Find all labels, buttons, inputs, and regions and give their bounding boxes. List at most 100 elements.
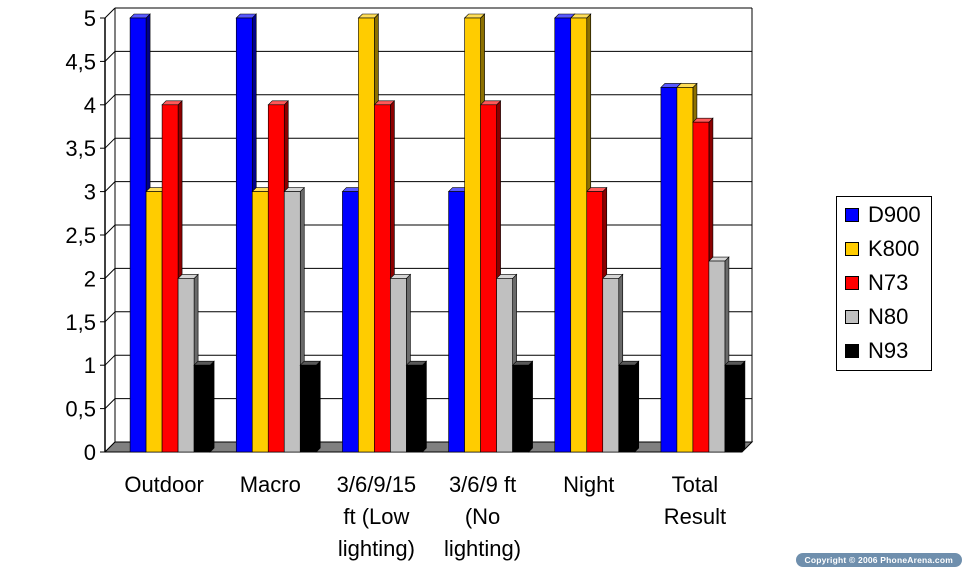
legend-swatch-n73: [845, 276, 859, 290]
gridline-depth: [104, 51, 116, 62]
bar-n93-0: [193, 360, 215, 453]
legend-item-n93: N93: [845, 339, 908, 363]
bar-top: [129, 13, 151, 19]
bar-n93-5: [724, 360, 746, 453]
bar-side: [209, 360, 215, 453]
y-tick-label: 5: [84, 6, 96, 31]
bar-front: [390, 278, 407, 453]
bar-n93-4: [618, 360, 640, 453]
bar-front: [299, 364, 317, 453]
bar-front: [692, 121, 710, 453]
x-tick-label: (No: [465, 504, 500, 529]
bar-front: [161, 104, 179, 453]
gridline-depth: [104, 7, 116, 19]
bar-n93-1: [299, 360, 321, 453]
legend-item-n80: N80: [845, 305, 908, 329]
bar-k800-4: [570, 13, 592, 453]
legend-swatch-d900: [845, 208, 859, 222]
x-tick-label: 3/6/9 ft: [449, 472, 516, 497]
bar-top: [283, 187, 305, 192]
bar-top: [161, 100, 183, 106]
y-tick-label: 0,5: [65, 397, 96, 422]
bar-top: [479, 100, 502, 106]
bar-front: [267, 104, 285, 453]
bar-top: [692, 117, 714, 123]
x-tick-label: Macro: [240, 472, 301, 497]
bar-front: [283, 191, 301, 453]
copyright-badge: Copyright © 2006 PhoneArena.com: [795, 553, 962, 567]
x-tick-label: ft (Low: [343, 504, 409, 529]
gridline-depth: [104, 224, 116, 236]
bar-top: [618, 360, 640, 366]
gridline-depth: [104, 398, 116, 409]
bar-front: [251, 191, 269, 453]
bar-front: [570, 17, 588, 453]
bar-front: [586, 191, 604, 453]
bar-front: [177, 278, 195, 453]
bar-top: [357, 13, 380, 19]
bar-side: [528, 360, 533, 453]
bar-front: [342, 191, 359, 453]
bar-front: [406, 364, 423, 453]
bar-front: [554, 17, 572, 453]
legend-swatch-n93: [845, 344, 859, 358]
bar-front: [618, 364, 636, 453]
y-tick-label: 3,5: [65, 136, 96, 161]
legend-label-n73: N73: [868, 270, 909, 295]
bar-top: [463, 13, 486, 19]
bar-top: [586, 187, 608, 192]
bar-side: [740, 360, 746, 453]
bar-top: [724, 360, 746, 366]
bar-front: [724, 364, 742, 453]
bar-top: [676, 83, 698, 88]
bar-top: [267, 100, 289, 106]
bar-side: [315, 360, 321, 453]
x-tick-label: 3/6/9/15: [337, 472, 417, 497]
bar-top: [511, 360, 534, 366]
bar-front: [602, 278, 620, 453]
bar-top: [299, 360, 321, 366]
y-tick-label: 1,5: [65, 310, 96, 335]
bar-top: [235, 13, 257, 19]
gridline-depth: [104, 181, 116, 192]
y-tick-label: 2,5: [65, 223, 96, 248]
bar-top: [602, 274, 624, 279]
legend-item-k800: K800: [845, 237, 919, 261]
bar-top: [389, 274, 412, 279]
x-tick-label: Result: [664, 504, 726, 529]
legend: D900 K800 N73 N80 N93: [836, 196, 932, 371]
bar-top: [177, 274, 199, 279]
legend-label-d900: D900: [868, 202, 921, 227]
gridline-depth: [104, 354, 116, 366]
bar-side: [422, 360, 427, 453]
legend-label-k800: K800: [868, 236, 920, 261]
bar-top: [405, 360, 428, 366]
y-tick-label: 0: [84, 440, 96, 465]
bar-front: [512, 364, 529, 453]
y-tick-label: 4,5: [65, 49, 96, 74]
bar-n93-2: [405, 360, 428, 453]
bar-front: [145, 191, 163, 453]
gridline-depth: [104, 94, 116, 106]
x-tick-label: lighting): [444, 536, 521, 561]
gridline-depth: [104, 268, 116, 279]
bar-front: [464, 17, 481, 453]
bar-top: [373, 100, 396, 106]
gridline-depth: [104, 311, 116, 323]
legend-item-n73: N73: [845, 271, 908, 295]
x-tick-label: Night: [563, 472, 614, 497]
bar-front: [193, 364, 211, 453]
bar-n93-3: [511, 360, 534, 453]
bar-front: [235, 17, 253, 453]
bar-top: [495, 274, 518, 279]
bar-front: [480, 104, 497, 453]
x-tick-label: Total: [672, 472, 718, 497]
x-tick-label: Outdoor: [124, 472, 204, 497]
y-tick-label: 1: [84, 353, 96, 378]
y-tick-label: 2: [84, 266, 96, 291]
bar-front: [129, 17, 147, 453]
bar-front: [660, 87, 678, 453]
x-tick-label: lighting): [338, 536, 415, 561]
bar-top: [570, 13, 592, 19]
